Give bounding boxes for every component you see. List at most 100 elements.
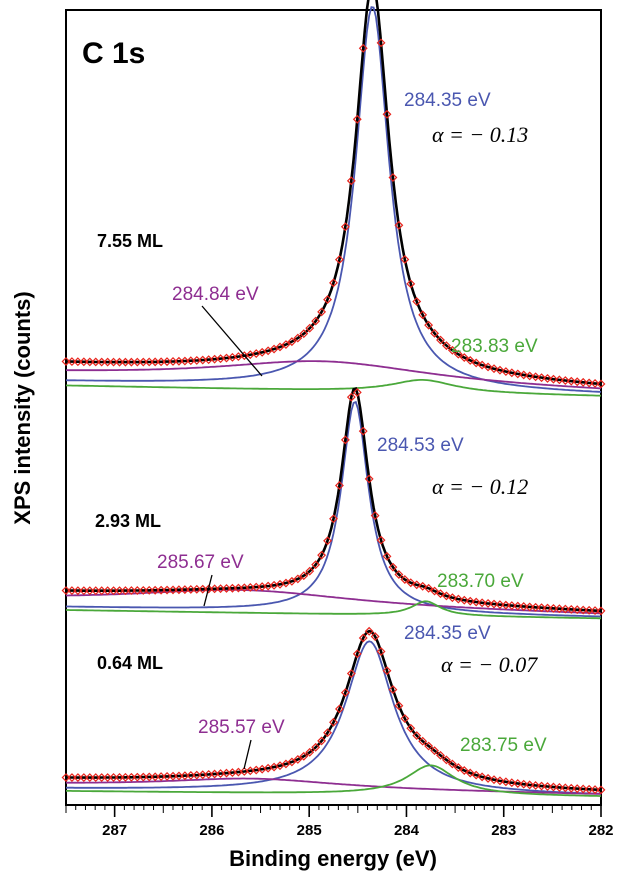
data-point — [578, 377, 588, 387]
data-point — [584, 378, 594, 388]
panel-3-main-peak-label: 284.35 eV — [404, 623, 491, 644]
data-point — [507, 601, 517, 611]
panel-1-main-peak-label: 284.35 eV — [404, 90, 491, 111]
data-point — [471, 597, 481, 607]
data-point — [97, 357, 107, 367]
data-point — [85, 773, 95, 783]
panel-2-high-be-label: 285.67 eV — [157, 552, 244, 573]
data-point — [424, 320, 434, 330]
data-point — [418, 581, 428, 591]
x-axis-label: Binding energy (eV) — [229, 846, 437, 871]
data-point — [471, 770, 481, 780]
data-point — [323, 295, 333, 305]
data-point — [525, 371, 535, 381]
data-point — [489, 599, 499, 609]
data-point — [418, 310, 428, 320]
data-point — [519, 602, 529, 611]
panel-2-main-component-curve — [66, 400, 602, 618]
data-point — [329, 717, 338, 727]
x-tick-label: 284 — [394, 822, 420, 839]
data-point — [560, 376, 570, 385]
data-point — [317, 736, 327, 746]
data-point — [447, 759, 457, 769]
data-point — [156, 772, 166, 782]
data-point — [406, 723, 416, 733]
data-point — [340, 688, 350, 698]
data-point — [126, 586, 136, 596]
data-point — [168, 585, 178, 595]
data-point — [554, 375, 564, 385]
data-point — [156, 585, 166, 595]
data-point — [150, 585, 160, 595]
panel-3-leader-line — [243, 739, 252, 770]
data-point — [311, 560, 321, 570]
data-point — [293, 754, 303, 764]
data-point — [418, 736, 428, 746]
data-point — [120, 772, 130, 782]
data-point — [519, 370, 529, 380]
data-point — [340, 435, 350, 445]
data-point — [543, 373, 552, 383]
chart-title: C 1s — [82, 37, 145, 70]
data-point — [537, 373, 547, 383]
data-point — [453, 594, 463, 604]
data-point — [412, 580, 422, 590]
plot-frame — [65, 9, 602, 806]
panel-1-high-be-component-curve — [65, 360, 602, 390]
data-point — [109, 357, 119, 367]
panel-1-envelope-fit-curve — [66, 0, 602, 386]
data-point — [67, 586, 77, 596]
data-point — [465, 596, 475, 606]
x-tick-layer: 287 286 285 284 283 282 — [65, 805, 614, 839]
data-point — [400, 714, 410, 723]
data-point — [311, 742, 321, 752]
data-point — [358, 43, 368, 53]
data-point — [67, 773, 77, 782]
data-point — [560, 783, 570, 793]
panel-2-low-be-label: 283.70 eV — [437, 571, 524, 592]
data-point — [352, 387, 362, 397]
data-point — [216, 584, 226, 594]
data-point — [489, 775, 499, 785]
data-point — [430, 328, 440, 338]
data-point — [376, 647, 386, 656]
data-point — [459, 353, 469, 363]
data-point — [180, 356, 190, 366]
data-point — [317, 550, 327, 560]
data-point — [495, 600, 505, 610]
data-point — [186, 585, 196, 594]
data-point — [79, 586, 89, 596]
data-point — [572, 784, 582, 794]
data-point — [400, 575, 410, 584]
data-point — [525, 602, 535, 612]
data-point — [382, 109, 392, 119]
data-point — [584, 605, 594, 615]
data-point — [103, 586, 113, 596]
data-point — [483, 773, 493, 783]
data-point — [180, 585, 190, 595]
data-point — [67, 357, 77, 367]
data-point — [453, 349, 463, 359]
data-point — [596, 606, 606, 616]
data-point — [120, 357, 130, 367]
data-point — [174, 356, 184, 366]
data-point — [501, 367, 511, 376]
data-point — [61, 773, 71, 782]
data-point — [162, 771, 172, 781]
data-point — [61, 586, 71, 595]
panel-3-low-be-label: 283.75 eV — [460, 735, 547, 756]
data-point — [465, 768, 475, 778]
data-point — [471, 358, 481, 368]
data-point — [103, 773, 113, 782]
data-point — [287, 576, 297, 586]
data-point — [346, 669, 356, 678]
data-point — [578, 605, 588, 615]
data-point — [436, 750, 445, 760]
data-point — [406, 578, 416, 588]
data-point — [388, 562, 398, 572]
data-point — [572, 605, 582, 615]
data-point — [382, 551, 392, 561]
data-point — [590, 785, 600, 795]
data-point — [210, 584, 220, 594]
data-point — [441, 341, 451, 351]
